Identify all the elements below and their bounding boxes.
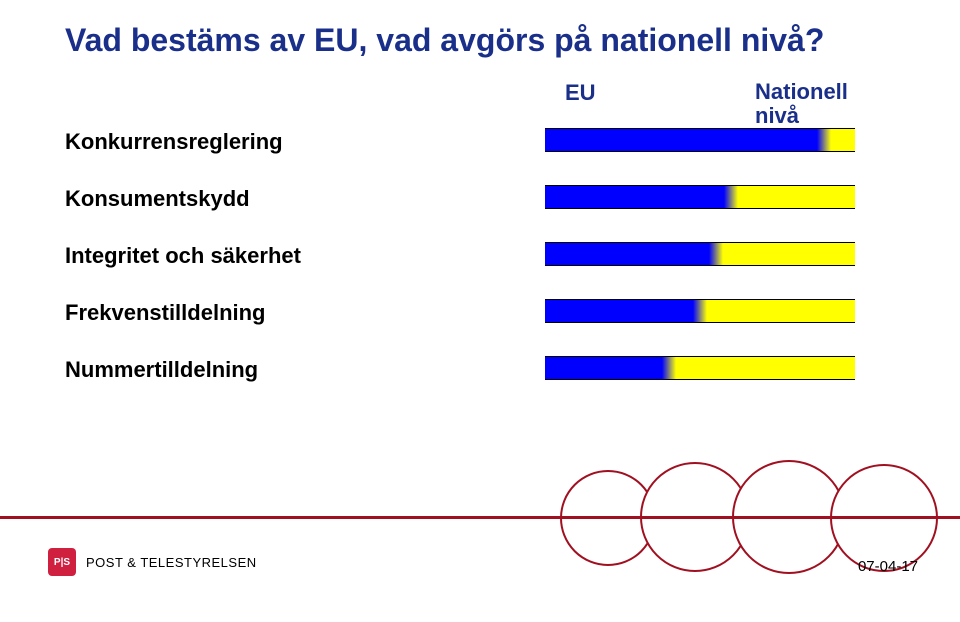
chart-row: Konsumentskydd <box>65 185 895 213</box>
row-label: Konkurrensreglering <box>65 129 415 155</box>
bar-national-segment <box>831 129 855 151</box>
bar-eu-segment <box>545 300 693 322</box>
bar-eu-segment <box>545 186 724 208</box>
bar-national-segment <box>707 300 855 322</box>
footer-logo-text: POST & TELESTYRELSEN <box>86 555 257 570</box>
logo-mark-icon: P|S <box>48 548 76 576</box>
row-bar <box>545 128 855 152</box>
footer-logo: P|S POST & TELESTYRELSEN <box>48 548 257 576</box>
bar-eu-segment <box>545 357 662 379</box>
chart-row: Konkurrensreglering <box>65 128 895 156</box>
slide-title: Vad bestäms av EU, vad avgörs på natione… <box>65 22 824 59</box>
row-label: Frekvenstilldelning <box>65 300 415 326</box>
row-label: Integritet och säkerhet <box>65 243 415 269</box>
row-bar <box>545 242 855 266</box>
footer-rule <box>0 516 960 519</box>
row-bar <box>545 299 855 323</box>
bar-eu-segment <box>545 243 709 265</box>
bar-national-segment <box>723 243 855 265</box>
bar-gradient-segment <box>709 243 723 265</box>
bar-gradient-segment <box>817 129 831 151</box>
bar-gradient-segment <box>693 300 707 322</box>
col-label-national: Nationell nivå <box>755 80 865 128</box>
chart-rows: Konkurrensreglering Konsumentskydd Integri… <box>65 128 895 413</box>
chart-row: Nummertilldelning <box>65 356 895 384</box>
row-bar <box>545 356 855 380</box>
bar-national-segment <box>676 357 855 379</box>
bar-eu-segment <box>545 129 817 151</box>
row-label: Nummertilldelning <box>65 357 415 383</box>
bar-national-segment <box>738 186 855 208</box>
bar-gradient-segment <box>662 357 676 379</box>
chart-row: Integritet och säkerhet <box>65 242 895 270</box>
row-bar <box>545 185 855 209</box>
chart-row: Frekvenstilldelning <box>65 299 895 327</box>
row-label: Konsumentskydd <box>65 186 415 212</box>
footer-date: 07-04-17 <box>858 558 918 575</box>
col-label-eu: EU <box>565 80 596 106</box>
bar-gradient-segment <box>724 186 738 208</box>
